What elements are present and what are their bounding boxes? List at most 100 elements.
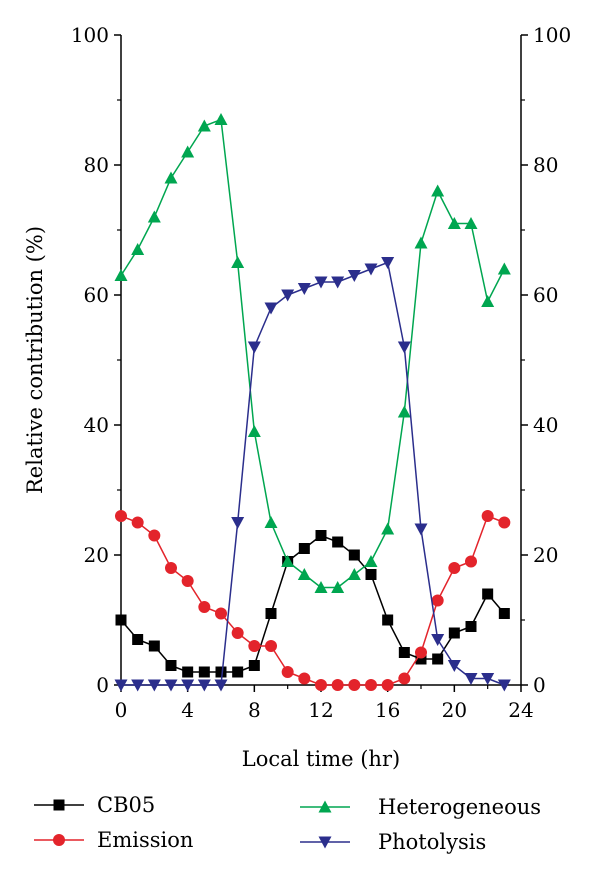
data-point <box>297 568 311 580</box>
data-point <box>181 679 195 692</box>
data-point <box>331 276 345 289</box>
data-point <box>198 601 211 613</box>
data-point <box>314 581 328 593</box>
y-tick-label-left: 80 <box>84 153 109 177</box>
data-point <box>215 666 227 678</box>
data-point <box>247 341 261 354</box>
data-point <box>364 555 378 567</box>
data-point <box>215 607 227 620</box>
data-point <box>281 289 295 302</box>
data-point <box>114 679 128 692</box>
data-point <box>498 516 511 529</box>
data-point <box>165 562 177 574</box>
data-point <box>147 679 161 692</box>
y-tick-label-left: 60 <box>84 283 109 307</box>
data-point <box>481 673 495 685</box>
data-point <box>448 627 460 639</box>
data-point <box>431 594 444 607</box>
legend-label: Heterogeneous <box>378 795 541 819</box>
data-point <box>397 341 411 354</box>
data-point <box>447 660 461 672</box>
legend-item-heterogeneous: Heterogeneous <box>300 795 541 819</box>
legend-item-cb05: CB05 <box>34 793 155 817</box>
legend-item-emission: Emission <box>34 828 193 852</box>
legend-item-photolysis: Photolysis <box>300 830 486 854</box>
series-photolysis <box>114 257 511 692</box>
x-tick-label: 8 <box>248 698 261 722</box>
data-point <box>348 679 361 691</box>
data-point <box>415 653 427 665</box>
series-heterogeneous <box>114 113 511 593</box>
data-point <box>365 569 377 580</box>
y-tick-label-right: 80 <box>533 153 558 177</box>
data-point <box>331 581 345 593</box>
series-line <box>121 261 505 686</box>
data-point <box>481 295 495 307</box>
data-point <box>182 666 194 678</box>
data-point <box>148 529 161 542</box>
data-point <box>114 269 128 281</box>
data-point <box>347 568 361 580</box>
data-point <box>398 672 411 685</box>
data-point <box>232 666 244 678</box>
data-point <box>248 640 261 652</box>
data-point <box>164 171 178 184</box>
data-point <box>447 217 461 229</box>
y-tick-label-right: 60 <box>533 283 558 307</box>
data-point <box>348 549 360 561</box>
data-point <box>131 679 145 692</box>
series-cb05 <box>115 530 510 678</box>
data-point <box>332 536 344 548</box>
data-point <box>448 562 461 574</box>
data-point <box>465 555 477 568</box>
data-point <box>265 608 277 619</box>
x-tick-label: 20 <box>442 698 467 722</box>
data-point <box>314 276 328 289</box>
y-tick-label-left: 40 <box>84 413 109 437</box>
data-point <box>414 236 428 249</box>
data-point <box>497 679 511 692</box>
legend-marker <box>53 834 65 846</box>
data-point <box>315 530 327 541</box>
x-axis-title: Local time (hr) <box>242 747 400 771</box>
series-layer <box>114 113 511 692</box>
x-tick-label: 0 <box>115 698 128 722</box>
data-point <box>464 673 478 685</box>
data-point <box>481 510 494 522</box>
data-point <box>198 666 210 678</box>
data-point <box>432 653 444 665</box>
legend-marker <box>53 799 65 811</box>
data-point <box>431 184 445 197</box>
data-point <box>414 523 428 536</box>
legend-marker <box>318 800 332 813</box>
data-point <box>264 516 278 528</box>
x-tick-label: 4 <box>181 698 194 722</box>
data-point <box>381 257 395 269</box>
y-tick-label-right: 0 <box>533 673 546 697</box>
data-point <box>264 302 278 315</box>
data-point <box>365 679 377 691</box>
data-point <box>265 640 277 652</box>
data-point <box>431 634 445 646</box>
data-point <box>231 256 245 268</box>
data-point <box>397 405 411 418</box>
data-point <box>347 270 361 282</box>
y-tick-label-right: 20 <box>533 543 558 567</box>
y-tick-label-left: 100 <box>71 23 109 47</box>
legend-label: Photolysis <box>378 830 486 854</box>
data-point <box>165 660 177 671</box>
data-point <box>364 263 378 276</box>
data-point <box>115 614 127 626</box>
data-point <box>147 210 161 223</box>
data-point <box>281 666 294 678</box>
series-emission <box>115 510 511 691</box>
y-tick-label-right: 100 <box>533 23 571 47</box>
legend: CB05 Emission Heterogeneous Photolysis <box>34 793 541 854</box>
series-line <box>120 534 505 673</box>
data-point <box>298 672 311 685</box>
data-point <box>115 510 127 522</box>
data-point <box>315 679 327 691</box>
data-point <box>214 113 228 125</box>
